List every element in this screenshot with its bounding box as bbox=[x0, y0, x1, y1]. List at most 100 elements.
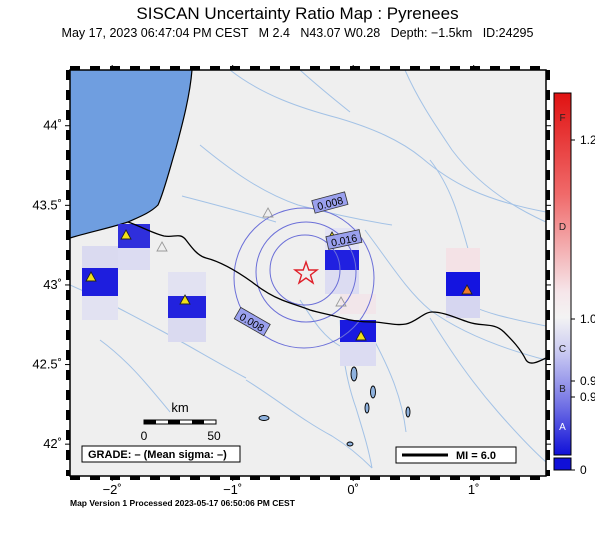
frame-segment bbox=[546, 190, 550, 200]
map-subtitle: May 17, 2023 06:47:04 PM CEST M 2.4 N43.… bbox=[61, 26, 534, 40]
grade-box: GRADE: – (Mean sigma: –) bbox=[81, 445, 241, 463]
frame-segment bbox=[66, 370, 70, 380]
frame-segment bbox=[546, 370, 550, 380]
frame-segment bbox=[90, 66, 100, 70]
frame-ticks bbox=[65, 65, 551, 481]
frame-segment bbox=[546, 430, 550, 440]
reservoirs bbox=[258, 366, 411, 447]
grade-A: A bbox=[559, 422, 566, 433]
frame-segment bbox=[546, 330, 550, 340]
frame-segment bbox=[330, 66, 340, 70]
frame-segment bbox=[66, 70, 70, 80]
frame-segment bbox=[546, 210, 550, 220]
frame-segment bbox=[66, 290, 70, 300]
lat-labels: 44˚ 43.5˚ 43˚ 42.5˚ 42˚ bbox=[32, 118, 62, 451]
frame-segment bbox=[170, 66, 180, 70]
colorbar-value: 0.9 bbox=[580, 390, 595, 404]
frame-segment bbox=[66, 150, 70, 160]
frame-segment bbox=[530, 476, 540, 480]
lat-tick-label: 43.5˚ bbox=[32, 197, 62, 212]
frame-segment bbox=[150, 476, 160, 480]
station-triangle-yellow bbox=[179, 294, 191, 305]
frame-segment bbox=[546, 290, 550, 300]
frame-segment bbox=[470, 66, 480, 70]
frame-segment bbox=[546, 390, 550, 400]
colorbar-value: 0.9 bbox=[580, 374, 595, 388]
frame-segment bbox=[90, 476, 100, 480]
frame-segment bbox=[350, 66, 360, 70]
map-title: SISCAN Uncertainty Ratio Map : Pyrenees bbox=[136, 4, 459, 23]
frame-segment bbox=[66, 450, 70, 460]
frame-segment bbox=[110, 476, 120, 480]
frame-segment bbox=[210, 476, 220, 480]
frame-segment bbox=[230, 476, 240, 480]
colorbar-value: 1.0 bbox=[580, 312, 595, 326]
frame-segment bbox=[66, 430, 70, 440]
station-triangle-empty bbox=[335, 296, 347, 307]
frame-segment bbox=[66, 230, 70, 240]
lon-tick-label: 1˚ bbox=[468, 482, 480, 497]
frame-segment bbox=[230, 66, 240, 70]
lon-tick-label: −1˚ bbox=[223, 482, 242, 497]
frame-segment bbox=[130, 476, 140, 480]
lat-tick-label: 44˚ bbox=[43, 118, 62, 133]
frame-segment bbox=[66, 310, 70, 320]
frame-segment bbox=[110, 66, 120, 70]
frame-segment bbox=[370, 66, 380, 70]
lat-tick-label: 42.5˚ bbox=[32, 357, 62, 372]
frame-segment bbox=[66, 410, 70, 420]
frame-segment bbox=[530, 66, 540, 70]
frame-segment bbox=[270, 66, 280, 70]
frame-segment bbox=[190, 66, 200, 70]
frame-segment bbox=[546, 450, 550, 460]
frame-segment bbox=[310, 66, 320, 70]
mi-text: MI = 6.0 bbox=[456, 450, 496, 462]
frame-segment bbox=[546, 230, 550, 240]
frame-segment bbox=[430, 66, 440, 70]
national-border bbox=[127, 221, 546, 364]
station-triangle-yellow bbox=[120, 229, 132, 240]
frame-segment bbox=[370, 476, 380, 480]
frame-segment bbox=[66, 390, 70, 400]
uncertainty-cells bbox=[82, 224, 480, 366]
frame-segment bbox=[250, 476, 260, 480]
frame-segment bbox=[66, 210, 70, 220]
frame-segment bbox=[66, 250, 70, 260]
lon-tick-label: 0˚ bbox=[347, 482, 359, 497]
frame-segment bbox=[170, 476, 180, 480]
frame-segment bbox=[546, 150, 550, 160]
frame-segment bbox=[66, 130, 70, 140]
frame-segment bbox=[410, 476, 420, 480]
frame-segment bbox=[546, 130, 550, 140]
frame-segment bbox=[546, 310, 550, 320]
frame-segment bbox=[66, 350, 70, 360]
grade-D: D bbox=[559, 222, 566, 233]
contour-labels: 0.008 0.016 0.008 bbox=[233, 191, 363, 337]
frame-segment bbox=[66, 270, 70, 280]
grade-C: C bbox=[559, 344, 566, 355]
colorbar: F D C B A 1.2 1.0 0.9 0.9 0 bbox=[553, 92, 595, 477]
station-triangle-orange bbox=[461, 284, 473, 295]
frame-segment bbox=[210, 66, 220, 70]
frame-segment bbox=[546, 350, 550, 360]
frame-segment bbox=[546, 90, 550, 100]
footer-version: Map Version 1 Processed 2023-05-17 06:50… bbox=[70, 498, 295, 508]
frame-segment bbox=[546, 410, 550, 420]
contour-label: 0.016 bbox=[330, 232, 358, 249]
lat-tick-label: 42˚ bbox=[43, 436, 62, 451]
station-triangle-empty bbox=[156, 241, 168, 252]
lat-tick-label: 43˚ bbox=[43, 277, 62, 292]
station-triangle-yellow bbox=[355, 330, 367, 341]
frame-segment bbox=[66, 110, 70, 120]
station-triangle-empty bbox=[262, 207, 274, 218]
frame-segment bbox=[390, 66, 400, 70]
frame-segment bbox=[130, 66, 140, 70]
frame-segment bbox=[290, 476, 300, 480]
grade-text: GRADE: – (Mean sigma: –) bbox=[88, 449, 227, 461]
frame-segment bbox=[410, 66, 420, 70]
frame-segment bbox=[70, 66, 80, 70]
frame-segment bbox=[450, 476, 460, 480]
frame-segment bbox=[546, 470, 550, 476]
grade-B: B bbox=[559, 384, 566, 395]
